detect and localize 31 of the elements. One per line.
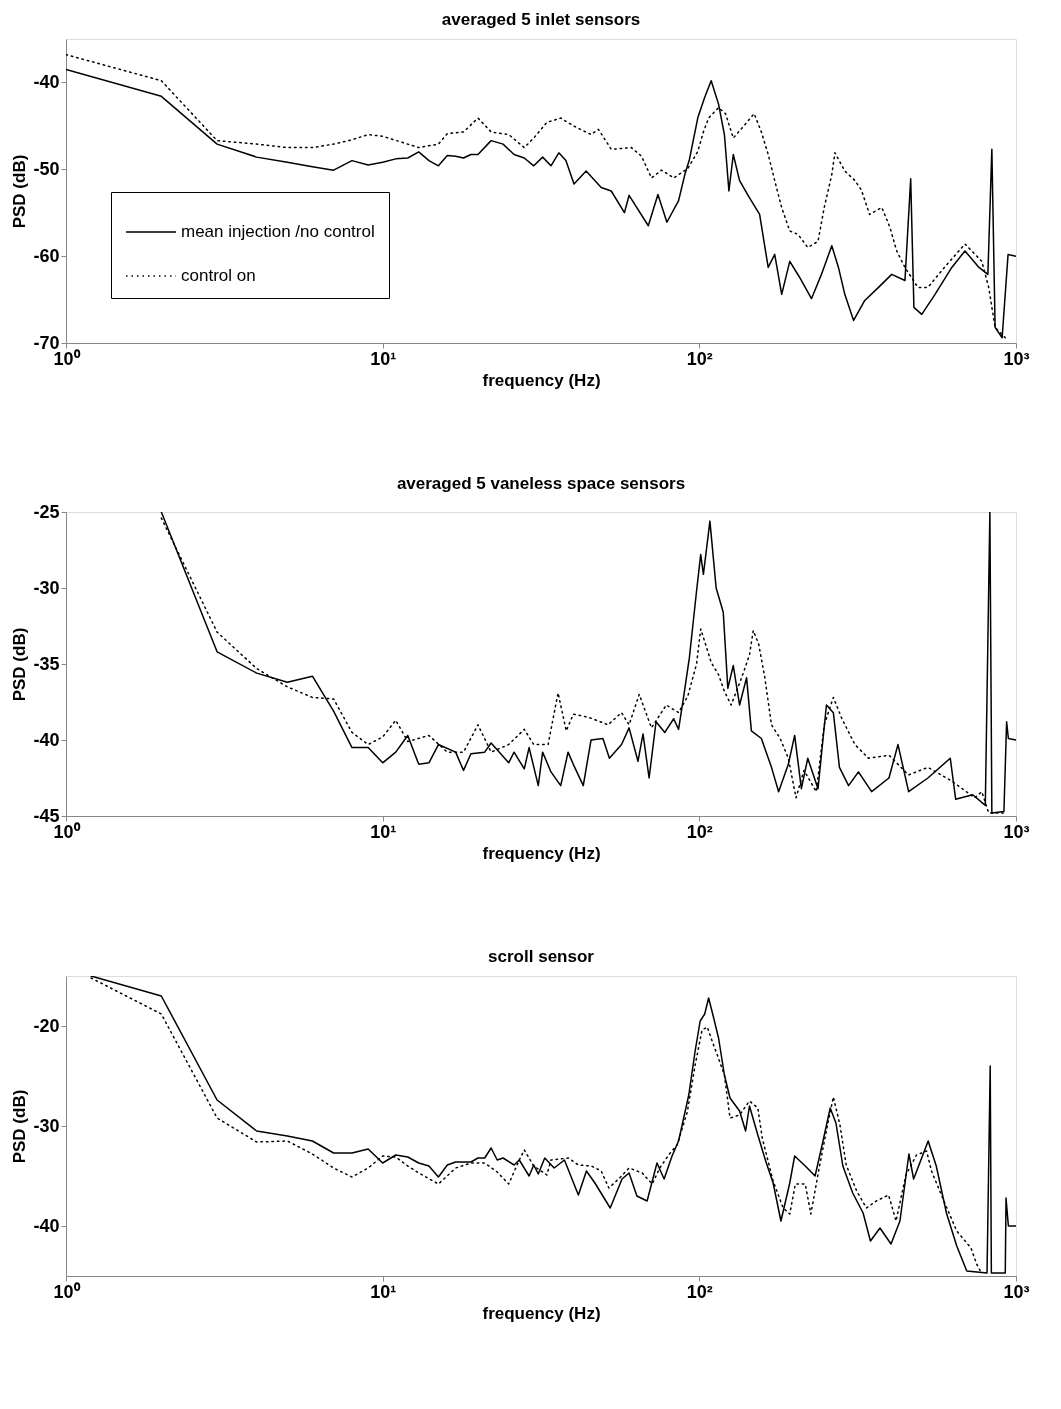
legend-label: control on <box>181 266 256 285</box>
y-tick-label: -50 <box>33 158 60 179</box>
x-tick-label: 10² <box>686 1281 713 1302</box>
y-tick-label: -60 <box>33 245 60 266</box>
x-axis-title: frequency (Hz) <box>482 1303 601 1323</box>
x-axis-title: frequency (Hz) <box>482 370 601 390</box>
legend-label: mean injection /no control <box>181 222 375 241</box>
x-tick-label: 10² <box>686 821 713 842</box>
y-tick-label: -40 <box>33 1215 60 1236</box>
y-axis-title: PSD (dB) <box>10 154 30 229</box>
chart-title: averaged 5 inlet sensors <box>441 10 641 29</box>
y-tick-label: -30 <box>33 1115 60 1136</box>
x-tick-label: 10³ <box>1003 821 1030 842</box>
y-tick-label: -20 <box>33 1015 60 1036</box>
x-tick-label: 10³ <box>1003 1281 1030 1302</box>
chart-title: scroll sensor <box>488 947 595 966</box>
x-tick-label: 10³ <box>1003 348 1030 369</box>
y-axis-title: PSD (dB) <box>10 1089 30 1164</box>
x-tick-label: 10² <box>686 348 713 369</box>
x-tick-label: 10¹ <box>370 348 397 369</box>
y-tick-label: -40 <box>33 71 60 92</box>
chart-title: averaged 5 vaneless space sensors <box>396 474 686 493</box>
x-tick-label: 10⁰ <box>53 1281 81 1302</box>
y-tick-label: -30 <box>33 577 60 598</box>
x-tick-label: 10¹ <box>370 821 397 842</box>
y-tick-label: -25 <box>33 501 60 522</box>
y-tick-label: -35 <box>33 653 60 674</box>
y-axis-title: PSD (dB) <box>10 627 30 702</box>
y-tick-label: -40 <box>33 729 60 750</box>
x-tick-label: 10¹ <box>370 1281 397 1302</box>
x-axis-title: frequency (Hz) <box>482 843 601 863</box>
